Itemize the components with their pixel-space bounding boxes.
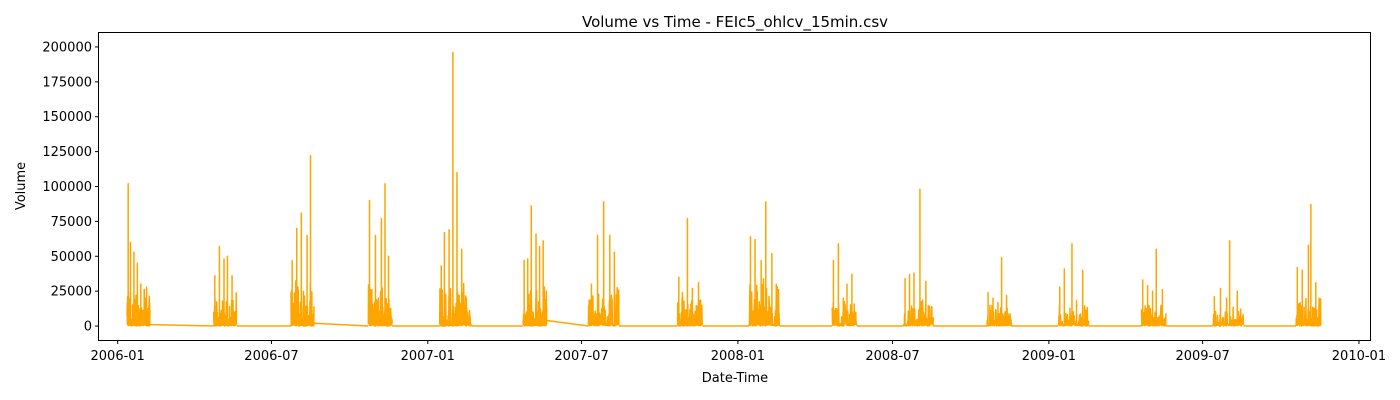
volume-burst [290, 155, 315, 327]
volume-burst [1295, 203, 1322, 327]
volume-burst [522, 205, 548, 327]
volume-burst [367, 182, 393, 327]
y-tick-label: 50000 [51, 250, 92, 265]
volume-burst [676, 217, 703, 327]
volume-gap-segment [546, 319, 589, 327]
x-axis-label: Date-Time [702, 371, 768, 386]
volume-burst [748, 201, 781, 327]
volume-burst [1140, 248, 1167, 327]
volume-burst [1057, 242, 1090, 327]
volume-gap-segment [313, 322, 369, 327]
volume-burst [587, 201, 620, 327]
y-tick-label: 200000 [42, 40, 92, 55]
x-tick-label: 2007-07 [554, 349, 608, 364]
y-tick-label: 0 [84, 320, 92, 335]
x-tick-label: 2007-01 [401, 349, 455, 364]
y-tick-label: 75000 [51, 215, 92, 230]
volume-burst [126, 182, 151, 327]
chart-title: Volume vs Time - FEIc5_ohlcv_15min.csv [582, 13, 888, 32]
x-tick-label: 2009-01 [1022, 349, 1076, 364]
y-tick-label: 25000 [51, 285, 92, 300]
x-tick-label: 2009-07 [1175, 349, 1229, 364]
y-axis: 0 25000 50000 75000 100000 125000 150000 175000… [42, 40, 99, 335]
x-tick-label: 2008-07 [865, 349, 919, 364]
x-tick-label: 2010-01 [1332, 349, 1386, 364]
volume-burst [902, 188, 935, 327]
y-tick-label: 175000 [42, 75, 92, 90]
volume-burst [986, 256, 1013, 327]
volume-burst [212, 245, 238, 327]
y-tick-label: 125000 [42, 145, 92, 160]
y-tick-label: 100000 [42, 180, 92, 195]
y-tick-label: 150000 [42, 110, 92, 125]
volume-series [126, 51, 1322, 327]
volume-gap-segment [149, 323, 214, 327]
volume-burst [1212, 240, 1245, 327]
volume-burst [438, 51, 472, 327]
x-tick-label: 2008-01 [711, 349, 765, 364]
y-axis-label: Volume [14, 162, 29, 210]
volume-burst [831, 242, 858, 327]
x-tick-label: 2006-01 [91, 349, 145, 364]
x-axis: 2006-01 2006-07 2007-01 2007-07 2008-01 2008-… [91, 340, 1386, 364]
plot-frame [98, 32, 1371, 341]
x-tick-label: 2006-07 [244, 349, 298, 364]
